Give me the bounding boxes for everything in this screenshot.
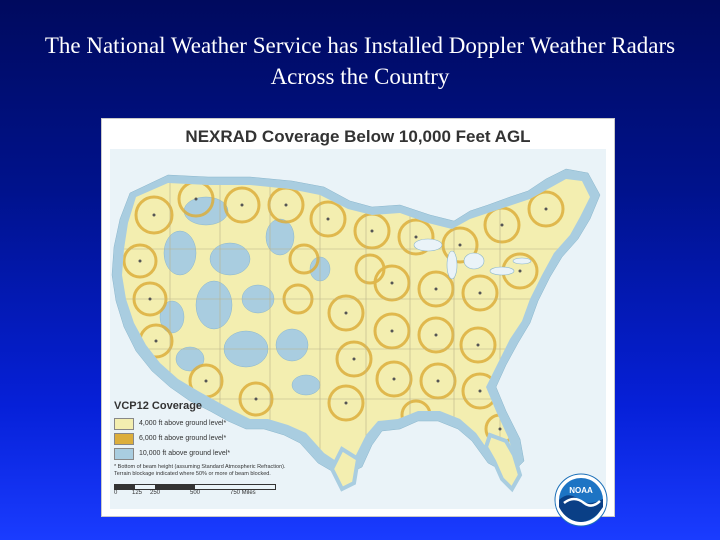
legend-swatch-6000 [114,432,134,445]
scale-label-0: 0 [114,490,118,496]
legend-item-10000: 10,000 ft above ground level* [114,446,332,461]
legend-note: * Bottom of beam height (assuming Standa… [114,464,332,478]
legend-label-6000: 6,000 ft above ground level* [139,435,227,442]
scale-bar-segment [115,485,135,489]
scale-bar-frame [114,484,276,490]
legend-item-4000: 4,000 ft above ground level* [114,416,332,431]
legend-label-4000: 4,000 ft above ground level* [139,420,227,427]
legend: VCP12 Coverage 4,000 ft above ground lev… [114,400,332,510]
legend-title: VCP12 Coverage [114,400,203,412]
map-title: NEXRAD Coverage Below 10,000 Feet AGL [185,127,531,146]
legend-item-6000: 6,000 ft above ground level* [114,431,332,446]
noaa-logo-text: NOAA [569,486,593,495]
legend-note-line-2: Terrain blockage indicated where 50% or … [114,471,271,477]
legend-swatch-4000 [114,417,134,430]
legend-label-10000: 10,000 ft above ground level* [139,450,231,457]
coverage-map-svg [111,168,601,493]
scale-label-250: 250 [150,490,161,496]
map-panel: NEXRAD Coverage Below 10,000 Feet AGL [101,118,615,527]
scale-label-750: 750 Miles [230,490,256,496]
legend-note-line-1: * Bottom of beam height (assuming Standa… [114,464,286,470]
slide-title: The National Weather Service has Install… [44,33,676,89]
scale-label-500: 500 [190,490,201,496]
noaa-logo-icon: NOAA [554,473,608,527]
coverage-map: NOAA [110,149,608,527]
scale-label-125: 125 [132,490,143,496]
scale-bar: 0 125 250 500 750 Miles [114,484,314,506]
scale-bar-segment [155,485,195,489]
legend-swatch-10000 [114,447,134,460]
